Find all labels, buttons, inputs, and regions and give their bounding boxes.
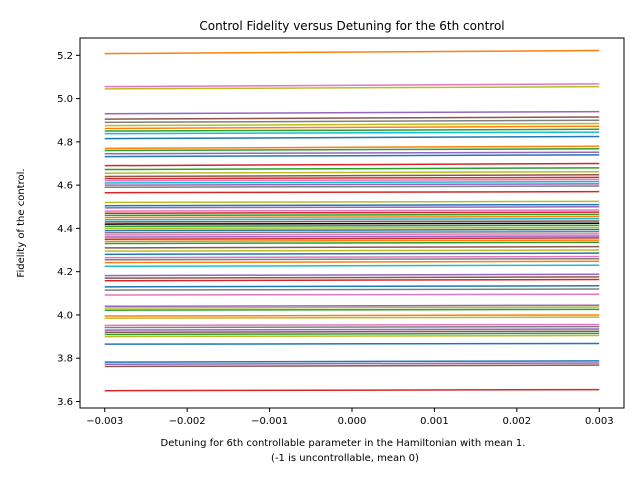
series-line-62 <box>104 323 600 327</box>
x-axis: −0.003 −0.002 −0.001 0.000 0.001 0.002 0.003 <box>86 408 614 427</box>
series-line-35 <box>104 224 600 227</box>
plot-area <box>79 37 625 409</box>
y-tick-label: 4.8 <box>57 137 73 148</box>
y-tick-label: 3.6 <box>57 397 73 408</box>
y-tick-label: 4.6 <box>57 181 73 192</box>
series-line-70 <box>104 362 600 366</box>
series-line-5 <box>104 119 600 124</box>
y-tick-label: 3.8 <box>57 354 73 365</box>
series-line-31 <box>104 215 600 219</box>
series-line-22 <box>104 183 600 186</box>
y-axis: 3.6 3.8 4.0 4.2 4.4 4.6 4.8 5.0 5.2 <box>57 51 80 408</box>
series-line-24 <box>104 190 600 194</box>
series-line-45 <box>104 249 600 252</box>
series-line-49 <box>104 260 600 264</box>
series-line-60 <box>104 314 600 317</box>
y-tick-label: 4.4 <box>57 224 73 235</box>
series-line-34 <box>104 222 600 225</box>
series-line-51 <box>104 273 600 277</box>
series-line-56 <box>104 293 600 296</box>
series-line-16 <box>104 167 600 171</box>
x-axis-title-line1: Detuning for 6th controllable parameter … <box>161 438 526 449</box>
series-line-8 <box>104 128 600 132</box>
series-line-6 <box>104 122 600 127</box>
series-line-53 <box>104 278 600 282</box>
series-line-1 <box>104 83 600 88</box>
series-line-38 <box>104 230 600 234</box>
x-axis-title-line2: (-1 is uncontrollable, mean 0) <box>271 453 419 464</box>
series-line-47 <box>104 255 600 259</box>
series-line-40 <box>104 235 600 238</box>
series-line-33 <box>104 220 600 223</box>
series-line-17 <box>104 170 600 174</box>
x-tick-label: 0.002 <box>503 416 532 427</box>
series-line-44 <box>104 245 600 249</box>
series-line-30 <box>104 213 600 217</box>
series-line-72 <box>104 388 600 392</box>
series-line-3 <box>104 110 600 115</box>
series-line-15 <box>104 162 600 167</box>
x-tick-label: −0.002 <box>169 416 206 427</box>
series-line-9 <box>104 131 600 135</box>
series-line-4 <box>104 116 600 120</box>
series-line-18 <box>104 174 600 178</box>
y-tick-label: 4.2 <box>57 267 73 278</box>
series-line-10 <box>104 135 600 140</box>
y-tick-label: 5.2 <box>57 51 73 62</box>
series-line-37 <box>104 228 600 232</box>
series-line-64 <box>104 328 600 331</box>
y-tick-label: 5.0 <box>57 94 73 105</box>
series-line-61 <box>104 316 600 319</box>
series-line-21 <box>104 180 600 184</box>
series-line-59 <box>104 308 600 311</box>
series-line-28 <box>104 209 600 212</box>
series-line-52 <box>104 276 600 279</box>
series-line-2 <box>104 85 600 90</box>
series-line-27 <box>104 206 600 209</box>
series-line-19 <box>104 176 600 180</box>
series-line-13 <box>104 151 600 155</box>
x-tick-label: 0.001 <box>420 416 449 427</box>
series-line-26 <box>104 203 600 207</box>
series-line-20 <box>104 178 600 182</box>
series-line-67 <box>104 334 600 338</box>
series-line-43 <box>104 241 600 245</box>
series-line-14 <box>104 154 600 158</box>
series-line-41 <box>104 237 600 240</box>
series-line-50 <box>104 264 600 268</box>
series-line-39 <box>104 233 600 236</box>
x-tick-label: 0.000 <box>338 416 367 427</box>
series-line-29 <box>104 211 600 215</box>
series-line-32 <box>104 217 600 221</box>
series-line-69 <box>104 360 600 363</box>
series-line-25 <box>104 200 600 204</box>
y-tick-label: 4.0 <box>57 310 73 321</box>
series-line-12 <box>104 148 600 152</box>
series-line-11 <box>104 145 600 150</box>
series-line-7 <box>104 125 600 130</box>
series-layer <box>104 49 600 392</box>
series-line-71 <box>104 364 600 368</box>
series-line-55 <box>104 288 600 291</box>
x-tick-label: −0.001 <box>251 416 288 427</box>
x-tick-label: 0.003 <box>585 416 614 427</box>
series-line-63 <box>104 325 600 329</box>
series-line-68 <box>104 342 600 345</box>
series-line-54 <box>104 285 600 288</box>
series-line-36 <box>104 226 600 230</box>
series-line-57 <box>104 304 600 308</box>
series-line-46 <box>104 252 600 256</box>
series-line-48 <box>104 257 600 261</box>
series-line-42 <box>104 239 600 243</box>
x-tick-label: −0.003 <box>86 416 123 427</box>
series-line-66 <box>104 332 600 336</box>
series-line-65 <box>104 330 600 334</box>
chart-title: Control Fidelity versus Detuning for the… <box>199 19 504 33</box>
y-axis-title: Fidelity of the control. <box>16 168 27 277</box>
series-line-0 <box>104 49 600 55</box>
series-line-58 <box>104 306 600 309</box>
series-line-23 <box>104 185 600 189</box>
